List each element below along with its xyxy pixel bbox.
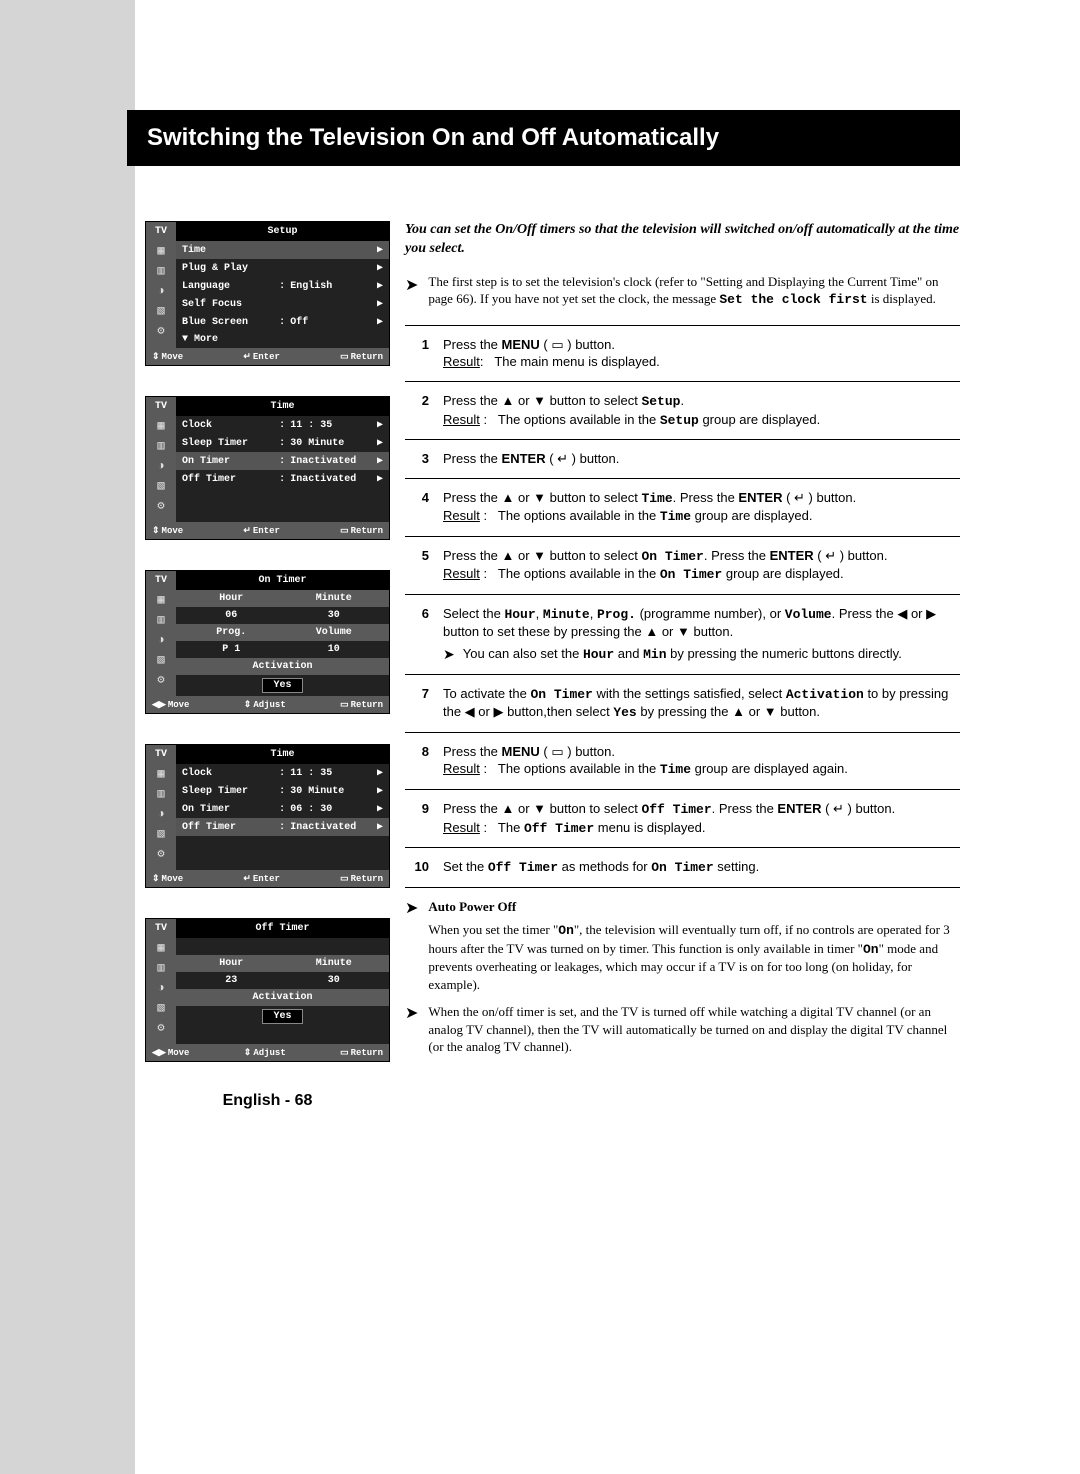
menu-time-1: TV Time ▦ ▥ ◑ ▧ ⚙ Clock:11 : 35▶ [145,396,390,540]
step-1: 1 Press the MENU ( ▭ ) button. Result: T… [405,325,960,381]
menu-title: Setup [176,222,389,241]
menu-off-timer: TV Off Timer ▦ ▥ ◑ ▧ ⚙ Hour [145,918,390,1062]
step-3: 3 Press the ENTER ( ↵ ) button. [405,439,960,478]
menu-row-time[interactable]: Time▶ [176,241,389,259]
menus-column: TV Setup ▦ ▥ ◑ ▧ ⚙ Time▶ Plug [135,221,405,1110]
step-5: 5 Press the ▲ or ▼ button to select On T… [405,536,960,594]
menu-row-bluescreen[interactable]: Blue Screen:Off▶ [176,313,389,331]
step-9: 9 Press the ▲ or ▼ button to select Off … [405,789,960,847]
icon-2: ▥ [157,265,164,277]
menu-iconbar: ▦ ▥ ◑ ▧ ⚙ [146,241,176,348]
timer-off-note: ➤ When the on/off timer is set, and the … [405,993,960,1056]
note-arrow-icon: ➤ [443,645,455,664]
menu-row-sleeptimer[interactable]: Sleep Timer:30 Minute▶ [176,434,389,452]
auto-power-off-note: ➤ Auto Power Off When you set the timer … [405,888,960,994]
note-arrow-icon: ➤ [405,273,418,309]
step-7: 7 To activate the On Timer with the sett… [405,674,960,732]
menu-row-plugplay[interactable]: Plug & Play▶ [176,259,389,277]
left-margin [0,0,135,1474]
note-arrow-icon: ➤ [405,1003,418,1056]
page-title: Switching the Television On and Off Auto… [127,110,960,166]
icon-3: ◑ [157,285,164,297]
top-note: ➤ The first step is to set the televisio… [405,273,960,309]
content-column: Switching the Television On and Off Auto… [135,0,1080,1474]
menu-setup: TV Setup ▦ ▥ ◑ ▧ ⚙ Time▶ Plug [145,221,390,366]
step-2: 2 Press the ▲ or ▼ button to select Setu… [405,381,960,439]
step-4: 4 Press the ▲ or ▼ button to select Time… [405,478,960,536]
note-arrow-icon: ➤ [405,898,418,994]
page: Switching the Television On and Off Auto… [0,0,1080,1474]
icon-1: ▦ [157,245,164,257]
menu-footer: ⇕ Move ↵ Enter ▭ Return [146,348,389,365]
menu-row-selffocus[interactable]: Self Focus▶ [176,295,389,313]
menu-row-ontimer[interactable]: On Timer:Inactivated▶ [176,452,389,470]
page-number: English - 68 [145,1092,390,1110]
icon-5: ⚙ [157,325,164,337]
intro-text: You can set the On/Off timers so that th… [405,221,960,259]
menu-row-clock[interactable]: Clock:11 : 35▶ [176,416,389,434]
menu-tv-label: TV [146,222,176,241]
menu-on-timer: TV On Timer ▦ ▥ ◑ ▧ ⚙ HourMinute [145,570,390,714]
instructions-column: You can set the On/Off timers so that th… [405,221,1080,1110]
menu-row-language[interactable]: Language:English▶ [176,277,389,295]
menu-more[interactable]: ▼ More [176,331,389,348]
menu-row-offtimer[interactable]: Off Timer:Inactivated▶ [176,470,389,488]
menu-time-2: TV Time ▦ ▥ ◑ ▧ ⚙ Clock:11 : 35▶ [145,744,390,888]
step-10: 10 Set the Off Timer as methods for On T… [405,847,960,888]
step-6: 6 Select the Hour, Minute, Prog. (progra… [405,594,960,674]
icon-4: ▧ [157,305,164,317]
step-8: 8 Press the MENU ( ▭ ) button. Result : … [405,732,960,789]
